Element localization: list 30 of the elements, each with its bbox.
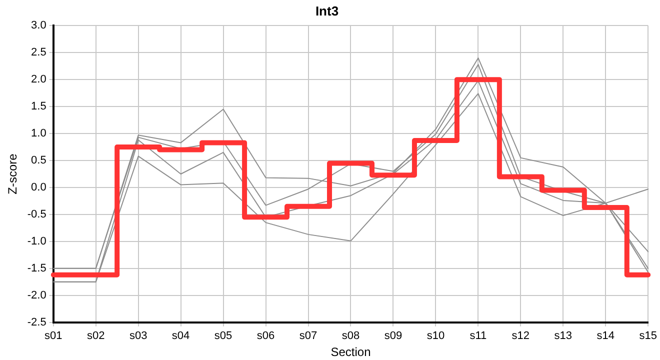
x-tick-label: s04 (172, 330, 190, 342)
x-tick-label: s07 (299, 330, 318, 342)
y-tick-label: -2.0 (27, 289, 46, 302)
x-tick-label: s08 (342, 330, 360, 342)
chart-title: Int3 (315, 3, 339, 18)
y-tick-label: 0.0 (31, 182, 46, 194)
y-tick-label: 2.5 (31, 46, 46, 59)
x-tick-label: s14 (596, 330, 615, 342)
x-axis-title: Section (330, 345, 371, 360)
y-tick-label: 3.0 (31, 20, 46, 32)
x-tick-label: s15 (639, 330, 658, 342)
x-tick-label: s01 (44, 330, 62, 342)
x-tick-label: s12 (512, 330, 530, 342)
x-tick-label: s09 (384, 330, 402, 342)
y-axis-title: Z-score (6, 153, 20, 194)
x-tick-label: s10 (426, 330, 445, 342)
x-tick-label: s11 (470, 330, 487, 342)
y-tick-label: -1.5 (27, 262, 46, 274)
y-tick-label: 2.0 (31, 74, 46, 86)
x-tick-label: s02 (86, 330, 105, 342)
x-tick-label: s13 (554, 330, 572, 342)
y-tick-label: 1.5 (31, 100, 46, 113)
y-tick-label: 1.0 (31, 128, 46, 140)
y-tick-label: 0.5 (31, 154, 46, 167)
y-tick-label: -2.5 (27, 316, 46, 328)
x-tick-label: s05 (214, 330, 232, 342)
x-tick-label: s03 (129, 330, 148, 342)
x-tick-label: s06 (256, 330, 275, 342)
y-tick-label: -0.5 (27, 208, 46, 221)
y-tick-label: -1.0 (27, 235, 46, 248)
